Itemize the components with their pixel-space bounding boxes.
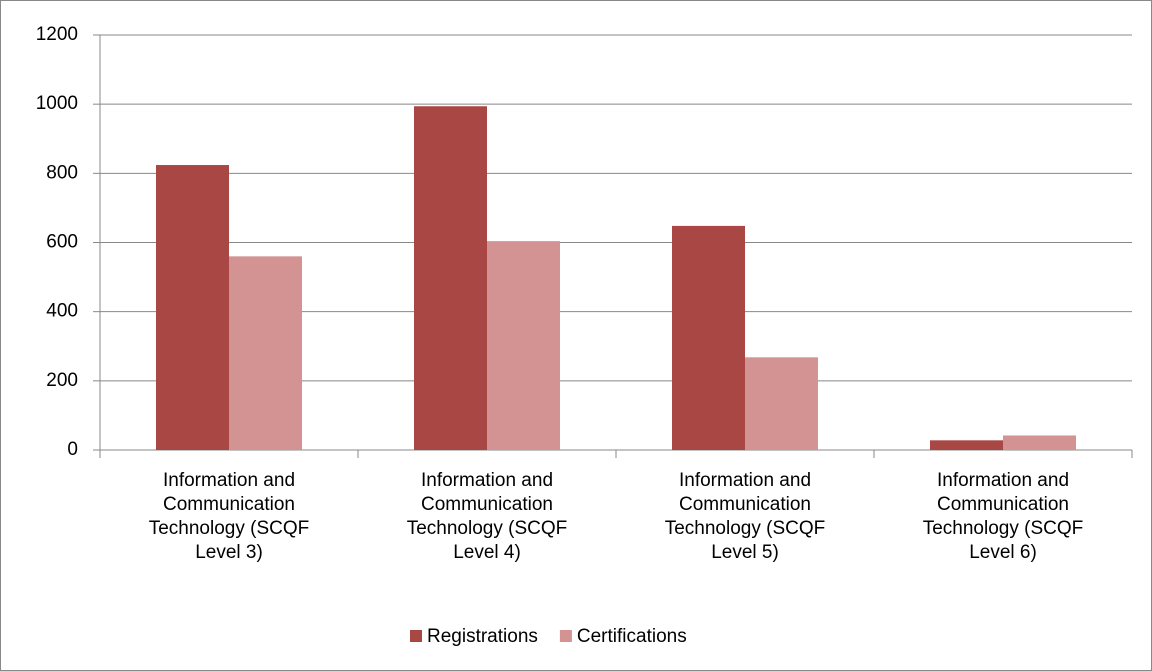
bar — [672, 225, 745, 450]
y-tick-label: 0 — [67, 439, 78, 460]
bar — [930, 440, 1003, 450]
x-tick-label: Information and Communication Technology… — [664, 470, 826, 563]
y-tick-label: 1000 — [36, 93, 78, 114]
y-tick-label: 600 — [46, 232, 78, 253]
bar — [414, 106, 487, 450]
legend-label: Registrations — [427, 626, 538, 647]
x-tick-label: Information and Communication Technology… — [406, 470, 568, 563]
bar — [745, 357, 818, 450]
legend-swatch — [559, 630, 572, 642]
legend-swatch — [410, 630, 422, 642]
y-tick-label: 1200 — [36, 24, 78, 45]
bar — [229, 256, 302, 450]
legend-label: Certifications — [577, 626, 687, 647]
y-tick-label: 200 — [46, 370, 78, 391]
bar — [487, 241, 560, 450]
bar — [156, 165, 229, 451]
y-tick-label: 800 — [46, 162, 78, 183]
x-tick-label: Information and Communication Technology… — [148, 470, 310, 563]
y-tick-label: 400 — [46, 301, 78, 322]
x-tick-label: Information and Communication Technology… — [922, 470, 1084, 563]
bar — [1003, 435, 1076, 450]
